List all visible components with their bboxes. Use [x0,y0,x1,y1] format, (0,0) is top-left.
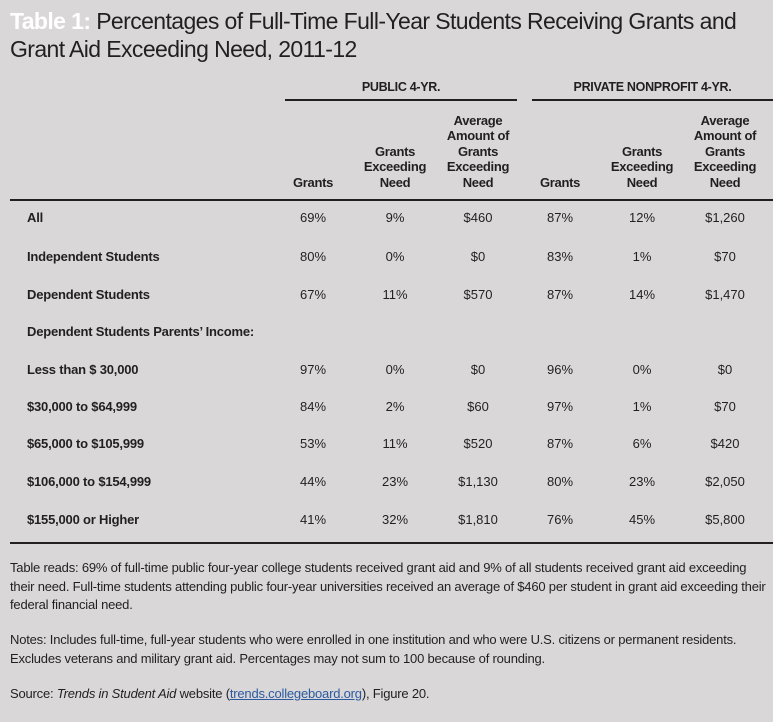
row-label: $106,000 to $154,999 [27,474,151,489]
notes-text: Notes: Includes full-time, full-year stu… [10,632,737,666]
table-bottom-rule [10,542,773,544]
table-cell: 14% [628,287,656,302]
row-label: $65,000 to $105,999 [27,436,144,451]
table-row: $30,000 to $64,999 84% 2% $60 97% 1% $70 [0,399,773,419]
table-cell: 6% [632,436,652,451]
table-cell: 32% [381,512,409,527]
header-rule [10,199,773,201]
column-header-text: Average Amount of Grants Exceeding Need [693,112,757,190]
row-label: Dependent Students Parents’ Income: [27,324,255,339]
table-cell: 9% [385,210,405,225]
table-cell: $70 [714,249,736,264]
column-header: Grants [518,112,602,190]
table-cell: 2% [385,399,405,414]
table-cell: 1% [632,399,652,414]
row-label: Independent Students [27,249,160,264]
table-cell: 12% [628,210,656,225]
table-cell: $0 [470,249,486,264]
table-cell: 0% [385,249,405,264]
group-header-private: PRIVATE NONPROFIT 4-YR. [573,80,732,94]
table-cell: 80% [299,249,327,264]
table-cell: 41% [299,512,327,527]
table-cell: 0% [385,362,405,377]
row-label: $155,000 or Higher [27,512,140,527]
row-label: Less than $ 30,000 [27,362,139,377]
table-cell: 23% [628,474,656,489]
table-cell: $5,800 [705,512,745,527]
table-cell: $0 [717,362,733,377]
column-header: Grants [271,112,355,190]
group-rule-public [285,99,517,101]
table-cell: 11% [382,287,408,302]
row-label: Dependent Students [27,287,150,302]
table-cell: $460 [463,210,493,225]
table-cell: 23% [381,474,409,489]
table-cell: 96% [546,362,574,377]
table-cell: 0% [632,362,652,377]
table-title-text: Percentages of Full-Time Full-Year Stude… [10,8,737,62]
table-cell: $420 [710,436,740,451]
table-reads-note: Table reads: 69% of full-time public fou… [10,560,766,612]
column-header-text: Grants Exceeding Need [363,143,427,190]
table-cell: 83% [546,249,574,264]
table-cell: 84% [299,399,327,414]
table-cell: $0 [470,362,486,377]
table-cell: $570 [463,287,493,302]
table-row: $106,000 to $154,999 44% 23% $1,130 80% 23% $2… [0,474,773,494]
table-row: $155,000 or Higher 41% 32% $1,810 76% 45% $5,8… [0,512,773,532]
source-title: Trends in Student Aid [56,686,177,701]
table-cell: 87% [546,287,574,302]
source-link[interactable]: trends.collegeboard.org [229,686,362,701]
table-cell: 97% [299,362,327,377]
row-label: $30,000 to $64,999 [27,399,137,414]
column-header-text: Grants [539,174,581,190]
table-number: Table 1: [10,8,91,34]
table-cell: 11% [382,436,408,451]
table-cell: $60 [467,399,489,414]
table-cell: 44% [299,474,327,489]
column-header: Grants Exceeding Need [600,112,684,190]
source-line: Source: Trends in Student Aid website (t… [10,685,770,704]
table-cell: 87% [546,436,574,451]
table-cell: 87% [546,210,574,225]
table-cell: 97% [546,399,574,414]
table-row: Less than $ 30,000 97% 0% $0 96% 0% $0 [0,362,773,382]
table-row: Dependent Students 67% 11% $570 87% 14% $1,470 [0,287,773,307]
row-label: All [27,210,44,225]
table-cell: 53% [299,436,327,451]
column-header: Grants Exceeding Need [353,112,437,190]
table-cell: 76% [546,512,574,527]
source-mid: website ( [176,686,230,701]
table-row: $65,000 to $105,999 53% 11% $520 87% 6% $420 [0,436,773,456]
group-header-public: PUBLIC 4-YR. [361,80,441,94]
table-title: Table 1: Percentages of Full-Time Full-Y… [10,7,770,63]
table-row: All 69% 9% $460 87% 12% $1,260 [0,210,773,230]
column-header-text: Grants Exceeding Need [610,143,674,190]
table-cell: 1% [632,249,652,264]
table-cell: $520 [463,436,493,451]
table-cell: $1,260 [705,210,745,225]
table-cell: 69% [299,210,327,225]
table-cell: $70 [714,399,736,414]
group-rule-private [532,99,773,101]
column-header: Average Amount of Grants Exceeding Need [683,112,767,190]
table-row: Independent Students 80% 0% $0 83% 1% $70 [0,249,773,269]
source-suffix: ), Figure 20. [361,686,430,701]
table-cell: 45% [628,512,656,527]
table-cell: $1,810 [458,512,498,527]
table-cell: $1,470 [705,287,745,302]
column-header-text: Grants [292,174,334,190]
table-cell: $1,130 [458,474,498,489]
table-cell: 80% [546,474,574,489]
source-prefix: Source: [10,686,57,701]
column-header-text: Average Amount of Grants Exceeding Need [446,112,510,190]
table-cell: 67% [299,287,327,302]
column-header: Average Amount of Grants Exceeding Need [436,112,520,190]
table-row: Dependent Students Parents’ Income: [0,324,773,344]
table-cell: $2,050 [705,474,745,489]
